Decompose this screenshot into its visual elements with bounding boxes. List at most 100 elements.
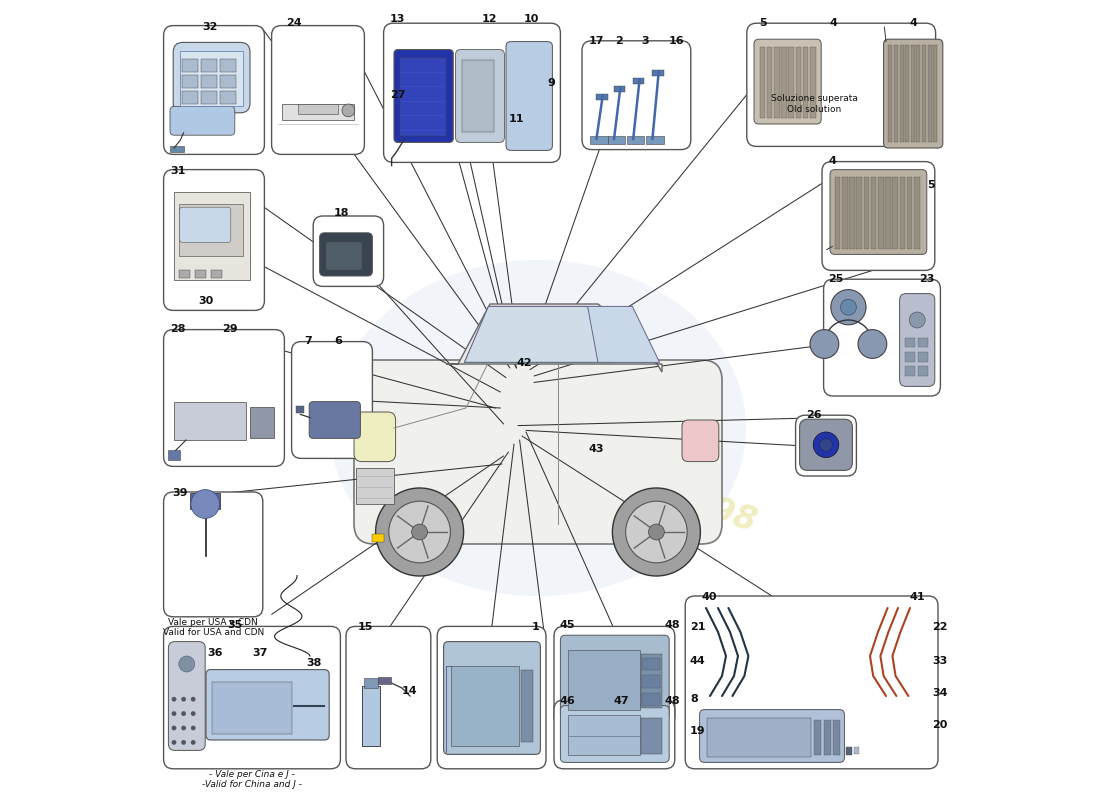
FancyBboxPatch shape	[795, 415, 857, 476]
Bar	[607, 136, 625, 144]
Text: 24: 24	[286, 18, 301, 28]
FancyBboxPatch shape	[822, 162, 935, 270]
FancyBboxPatch shape	[747, 23, 936, 146]
Text: 8: 8	[690, 694, 697, 704]
Text: 25: 25	[828, 274, 844, 284]
Text: 27: 27	[390, 90, 406, 100]
Text: 30: 30	[198, 296, 213, 306]
Bar	[590, 136, 607, 144]
Text: 4: 4	[830, 18, 838, 28]
Bar	[596, 94, 607, 100]
Circle shape	[182, 740, 186, 745]
Bar	[835, 177, 840, 249]
FancyBboxPatch shape	[685, 596, 938, 769]
FancyBboxPatch shape	[292, 342, 373, 458]
Bar	[614, 86, 625, 92]
Bar	[179, 204, 243, 256]
FancyBboxPatch shape	[394, 50, 453, 142]
Bar	[760, 47, 766, 118]
Bar	[871, 177, 877, 249]
Bar	[646, 136, 663, 144]
Text: 17: 17	[588, 35, 604, 46]
FancyBboxPatch shape	[384, 23, 560, 162]
FancyBboxPatch shape	[560, 706, 669, 762]
Text: 31: 31	[170, 166, 186, 176]
Bar	[195, 270, 206, 278]
FancyBboxPatch shape	[170, 106, 234, 135]
Bar	[634, 78, 645, 84]
Bar	[803, 47, 808, 118]
Bar	[201, 75, 217, 88]
Bar	[355, 468, 394, 504]
FancyBboxPatch shape	[830, 170, 927, 254]
Bar	[906, 177, 912, 249]
Bar	[627, 136, 645, 144]
FancyBboxPatch shape	[309, 402, 361, 438]
Circle shape	[342, 104, 355, 117]
Text: 29: 29	[222, 325, 238, 334]
Circle shape	[858, 330, 887, 358]
Polygon shape	[464, 306, 610, 362]
Bar	[905, 352, 915, 362]
FancyBboxPatch shape	[455, 50, 505, 142]
Bar	[900, 45, 903, 142]
Bar	[642, 675, 660, 688]
Bar	[922, 45, 926, 142]
Bar	[568, 650, 639, 710]
Bar	[814, 720, 822, 755]
Bar	[326, 242, 362, 270]
Bar	[911, 45, 915, 142]
Text: 47: 47	[614, 695, 629, 706]
Bar	[842, 177, 848, 249]
Polygon shape	[446, 304, 662, 372]
Circle shape	[190, 740, 196, 745]
Circle shape	[830, 290, 866, 325]
Circle shape	[172, 697, 176, 702]
Text: 28: 28	[170, 325, 186, 334]
FancyBboxPatch shape	[164, 26, 264, 154]
Bar	[905, 338, 915, 347]
Bar	[378, 677, 390, 684]
Bar	[372, 534, 384, 542]
Circle shape	[375, 488, 463, 576]
FancyBboxPatch shape	[883, 39, 943, 148]
FancyBboxPatch shape	[437, 626, 546, 769]
Bar	[892, 177, 898, 249]
Circle shape	[626, 501, 688, 563]
Text: 4: 4	[828, 157, 836, 166]
Text: 38: 38	[306, 658, 321, 668]
Text: 23: 23	[920, 274, 935, 284]
Ellipse shape	[330, 260, 746, 596]
Text: 26: 26	[806, 410, 822, 420]
Bar	[220, 59, 236, 72]
Bar	[781, 47, 786, 118]
Bar	[568, 715, 639, 755]
Text: 14: 14	[402, 686, 418, 696]
Bar	[652, 70, 663, 76]
Text: 3: 3	[641, 35, 649, 46]
Bar	[857, 177, 862, 249]
Bar	[182, 75, 198, 88]
FancyBboxPatch shape	[354, 360, 722, 544]
FancyBboxPatch shape	[682, 420, 718, 462]
Text: 46: 46	[560, 695, 575, 706]
Bar	[918, 366, 927, 376]
Circle shape	[649, 524, 664, 540]
Bar	[212, 682, 293, 734]
Bar	[364, 678, 378, 688]
FancyBboxPatch shape	[824, 279, 940, 396]
Circle shape	[172, 740, 176, 745]
Bar	[886, 177, 891, 249]
Text: 5: 5	[927, 180, 935, 190]
Bar	[462, 60, 494, 132]
FancyBboxPatch shape	[700, 710, 845, 762]
FancyBboxPatch shape	[554, 626, 674, 726]
Text: 48: 48	[664, 621, 680, 630]
Bar	[789, 47, 794, 118]
Bar	[854, 747, 859, 754]
FancyBboxPatch shape	[164, 170, 264, 310]
Text: 4: 4	[910, 18, 917, 28]
Bar	[642, 658, 660, 670]
Bar	[180, 51, 243, 106]
Text: 7: 7	[305, 336, 312, 346]
